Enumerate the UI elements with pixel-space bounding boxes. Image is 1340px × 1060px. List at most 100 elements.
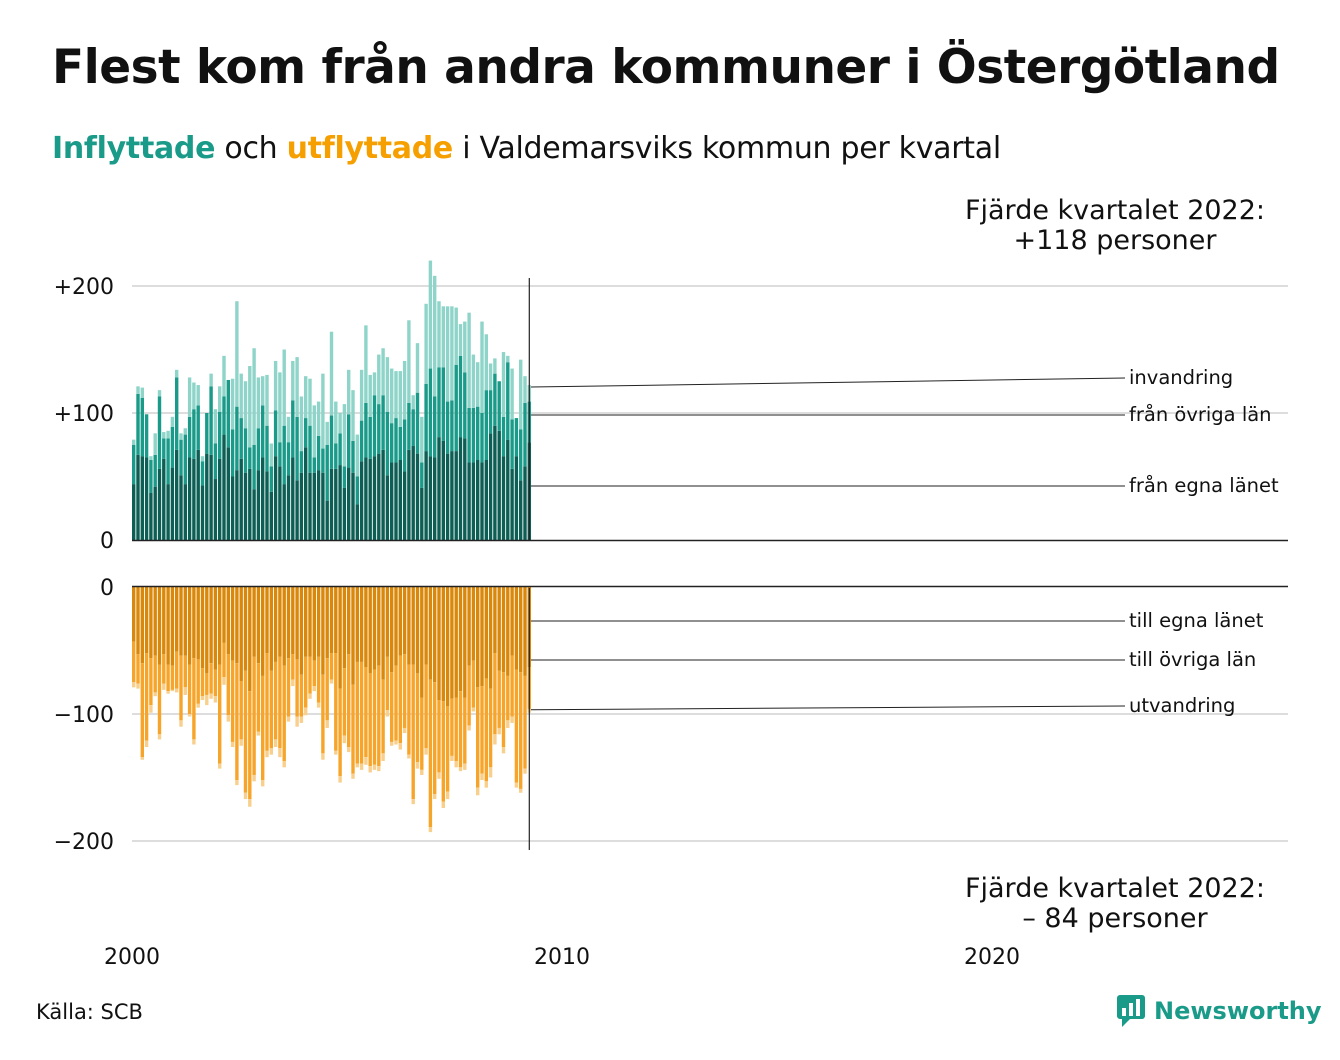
y-tick-out-2: −200 bbox=[54, 830, 114, 855]
bar-out-0-82 bbox=[484, 587, 488, 679]
bar-out-2-67 bbox=[420, 769, 424, 775]
bar-out-2-23 bbox=[230, 741, 235, 748]
bar-out-1-60 bbox=[390, 672, 394, 742]
bar-out-0-48 bbox=[338, 587, 342, 689]
series-label-out-1: till övriga län bbox=[1129, 648, 1256, 671]
bar-in-2-80 bbox=[476, 362, 480, 407]
bar-out-1-51 bbox=[351, 684, 355, 774]
bar-in-0-84 bbox=[493, 425, 497, 540]
bar-in-0-36 bbox=[286, 475, 291, 540]
bar-out-1-8 bbox=[166, 664, 170, 692]
bar-out-0-70 bbox=[433, 587, 437, 683]
bar-in-1-9 bbox=[170, 426, 175, 468]
bar-out-1-59 bbox=[385, 656, 390, 711]
bar-out-2-5 bbox=[153, 692, 157, 697]
bar-out-1-78 bbox=[467, 665, 471, 726]
bar-out-0-49 bbox=[342, 587, 347, 669]
bar-in-2-53 bbox=[359, 369, 364, 421]
bar-in-0-72 bbox=[441, 440, 445, 540]
bar-out-1-45 bbox=[325, 658, 329, 721]
bar-in-1-73 bbox=[445, 401, 450, 454]
bar-in-2-45 bbox=[325, 421, 329, 445]
bar-out-1-87 bbox=[506, 675, 510, 721]
bar-out-2-16 bbox=[200, 696, 205, 701]
bar-out-2-59 bbox=[385, 710, 390, 717]
bar-in-0-79 bbox=[471, 462, 476, 540]
bar-in-2-4 bbox=[149, 456, 153, 460]
annotation-top-line1: Fjärde kvartalet 2022: bbox=[964, 195, 1266, 226]
bar-in-2-50 bbox=[347, 369, 351, 415]
bar-out-1-24 bbox=[235, 663, 239, 781]
bar-in-0-42 bbox=[312, 472, 316, 540]
bar-out-1-3 bbox=[144, 653, 149, 741]
bar-in-2-70 bbox=[433, 275, 437, 397]
bar-out-2-34 bbox=[278, 748, 282, 758]
bar-out-2-36 bbox=[286, 716, 291, 722]
bar-out-1-19 bbox=[213, 669, 218, 697]
bar-out-2-72 bbox=[441, 801, 445, 808]
bar-out-1-22 bbox=[226, 654, 230, 716]
bar-out-1-68 bbox=[424, 664, 428, 749]
y-tick-out-1: −100 bbox=[54, 703, 114, 728]
bar-in-1-74 bbox=[450, 400, 454, 452]
bar-in-2-10 bbox=[175, 369, 179, 378]
bar-out-2-76 bbox=[458, 767, 463, 772]
logo-icon bbox=[1117, 995, 1145, 1027]
bar-in-1-72 bbox=[441, 367, 445, 441]
bar-out-1-47 bbox=[334, 653, 338, 751]
bar-out-0-52 bbox=[355, 587, 359, 662]
bar-out-0-26 bbox=[243, 587, 248, 671]
bar-in-0-75 bbox=[454, 451, 458, 540]
bar-out-0-20 bbox=[218, 587, 222, 665]
bar-out-1-75 bbox=[454, 697, 458, 761]
bar-out-1-50 bbox=[347, 654, 351, 748]
bar-in-2-61 bbox=[394, 371, 398, 419]
bar-out-1-28 bbox=[252, 656, 256, 775]
bar-in-2-60 bbox=[390, 368, 394, 424]
bar-out-0-74 bbox=[450, 587, 454, 699]
bar-out-0-4 bbox=[149, 587, 153, 659]
bar-out-1-0 bbox=[132, 641, 136, 683]
bar-in-1-48 bbox=[338, 433, 342, 466]
bar-out-0-86 bbox=[501, 587, 506, 673]
bar-in-2-26 bbox=[243, 381, 248, 429]
bar-out-2-85 bbox=[497, 727, 501, 735]
bar-in-0-46 bbox=[329, 468, 334, 540]
bar-in-1-44 bbox=[321, 448, 325, 473]
bar-out-2-10 bbox=[175, 688, 179, 693]
bar-out-2-58 bbox=[381, 753, 385, 761]
bar-in-1-51 bbox=[351, 440, 355, 473]
bar-out-0-9 bbox=[170, 587, 175, 666]
bar-in-1-6 bbox=[157, 396, 162, 469]
bar-out-2-6 bbox=[157, 734, 162, 740]
bar-in-1-23 bbox=[230, 429, 235, 477]
bar-out-2-51 bbox=[351, 773, 355, 779]
bar-out-2-71 bbox=[437, 772, 441, 779]
bar-out-1-16 bbox=[200, 668, 205, 697]
bar-out-1-14 bbox=[192, 658, 196, 740]
bar-in-0-67 bbox=[420, 487, 424, 540]
bar-in-2-2 bbox=[140, 387, 144, 398]
bar-in-0-18 bbox=[209, 454, 213, 540]
bar-out-2-19 bbox=[213, 696, 218, 703]
bar-out-2-82 bbox=[484, 781, 488, 788]
bar-in-1-64 bbox=[407, 402, 411, 450]
bar-out-0-1 bbox=[136, 587, 140, 655]
bar-in-2-21 bbox=[222, 355, 226, 397]
bar-out-0-27 bbox=[248, 587, 252, 692]
bar-in-2-36 bbox=[286, 416, 291, 443]
bar-out-1-55 bbox=[368, 673, 372, 767]
bar-in-0-52 bbox=[355, 504, 359, 540]
bar-out-0-23 bbox=[230, 587, 235, 661]
bar-out-1-31 bbox=[265, 653, 269, 751]
bar-in-1-55 bbox=[368, 416, 372, 459]
bar-in-0-35 bbox=[282, 484, 286, 540]
bar-in-2-76 bbox=[458, 324, 463, 356]
bar-out-1-20 bbox=[218, 664, 222, 764]
bar-out-2-63 bbox=[402, 727, 407, 734]
bar-in-2-71 bbox=[437, 301, 441, 368]
bar-in-1-27 bbox=[248, 447, 252, 469]
bar-in-2-56 bbox=[372, 372, 377, 396]
bar-out-1-83 bbox=[488, 688, 493, 768]
source-label: Källa: SCB bbox=[36, 1000, 143, 1024]
